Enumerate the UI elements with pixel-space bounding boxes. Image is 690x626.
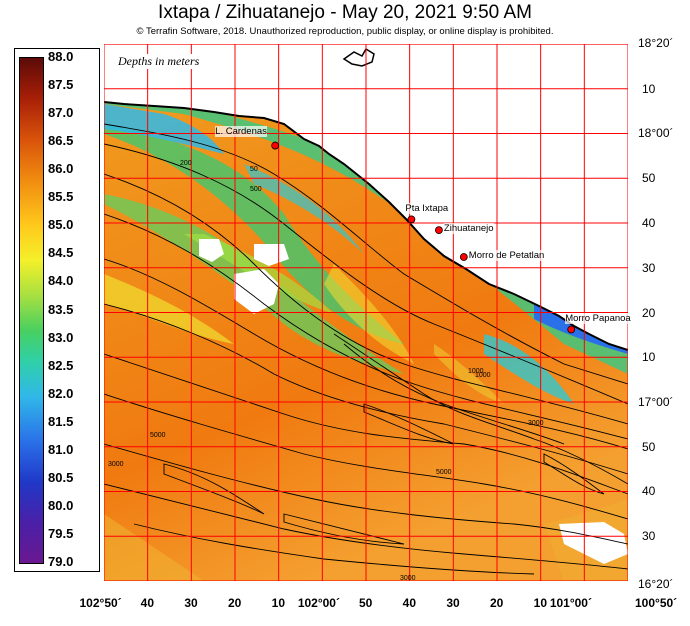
cloud-mask bbox=[199, 239, 224, 262]
place-label: Zihuatanejo bbox=[443, 223, 494, 235]
legend-value: 79.0 bbox=[48, 554, 74, 569]
place-label: L. Cardenas bbox=[215, 125, 267, 137]
legend-value: 81.0 bbox=[48, 441, 74, 457]
place-label: Morro de Petatlan bbox=[468, 250, 545, 261]
contour-depth-label: 1000 bbox=[468, 368, 484, 375]
longitude-label: 20 bbox=[228, 596, 242, 610]
legend-value: 88.0 bbox=[48, 49, 74, 64]
coastline bbox=[104, 101, 628, 351]
copyright-notice: © Terrafin Software, 2018. Unauthorized … bbox=[136, 26, 554, 37]
legend-value: 87.5 bbox=[48, 77, 74, 93]
warm-patch bbox=[104, 274, 234, 344]
cloud-mask bbox=[254, 244, 289, 266]
contour-depth-label: 5000 bbox=[150, 432, 166, 439]
latitude-label: 18°20´ bbox=[638, 36, 674, 50]
place-markers bbox=[271, 141, 576, 334]
contour-depth-label: 3000 bbox=[400, 575, 416, 582]
longitude-label: 102°50´ bbox=[79, 596, 122, 610]
warm-patch bbox=[104, 514, 204, 581]
cool-patch bbox=[244, 164, 364, 254]
longitude-label: 40 bbox=[140, 596, 154, 610]
legend-value: 83.5 bbox=[48, 301, 74, 317]
legend-value: 85.5 bbox=[48, 189, 74, 205]
latitude-label: 17°00´ bbox=[638, 394, 674, 409]
warm-patch bbox=[434, 344, 504, 404]
legend-value: 84.0 bbox=[48, 273, 74, 289]
longitude-label: 30 bbox=[184, 596, 198, 610]
contour-depth-label: 200 bbox=[180, 160, 192, 167]
latitude-label: 50 bbox=[642, 439, 656, 454]
place-label: Morro Papanoa bbox=[565, 313, 631, 325]
latitude-label: 10 bbox=[642, 350, 656, 365]
cloud-mask bbox=[559, 522, 628, 564]
longitude-label: 10 bbox=[271, 596, 285, 610]
legend-value: 80.5 bbox=[48, 469, 74, 485]
place-marker[interactable] bbox=[407, 215, 416, 224]
latitude-label: 30 bbox=[642, 529, 656, 544]
legend-value: 82.5 bbox=[48, 357, 74, 373]
legend-value: 86.5 bbox=[48, 133, 74, 149]
contour-depth-label: 1000 bbox=[475, 372, 491, 379]
legend-value: 86.0 bbox=[48, 161, 74, 177]
lat-lon-grid bbox=[104, 44, 628, 581]
latitude-label: 16°20´ bbox=[638, 577, 674, 591]
latitude-label: 18°00´ bbox=[638, 126, 674, 141]
longitude-label: 100°50´ bbox=[635, 596, 678, 610]
legend-value: 79.5 bbox=[48, 525, 74, 541]
place-marker[interactable] bbox=[435, 226, 443, 235]
longitude-label: 30 bbox=[446, 596, 460, 610]
latitude-label: 30 bbox=[642, 260, 656, 275]
longitude-label: 102°00´ bbox=[297, 596, 340, 610]
map-title: Ixtapa / Zihuatanejo - May 20, 2021 9:50… bbox=[158, 2, 532, 23]
contour-depth-label: 3000 bbox=[108, 461, 124, 468]
cool-water-band bbox=[104, 99, 628, 374]
latitude-label: 40 bbox=[642, 484, 656, 499]
latitude-label: 10 bbox=[642, 81, 656, 96]
legend-value: 84.5 bbox=[48, 245, 74, 261]
contour-depth-label: 500 bbox=[250, 186, 262, 193]
warm-patch bbox=[324, 264, 414, 364]
depth-note: Depths in meters bbox=[116, 54, 202, 69]
latitude-label: 40 bbox=[642, 215, 656, 230]
legend-value: 87.0 bbox=[48, 105, 74, 121]
contour-depth-label: 3000 bbox=[528, 420, 544, 427]
legend-value: 80.0 bbox=[48, 497, 74, 513]
longitude-label: 20 bbox=[490, 596, 504, 610]
sst-map-canvas[interactable] bbox=[104, 44, 628, 581]
legend-value: 83.0 bbox=[48, 329, 74, 345]
cloud-mask bbox=[234, 269, 279, 314]
legend-color-bar bbox=[19, 57, 44, 564]
longitude-label: 50 bbox=[359, 596, 373, 610]
temperature-legend: 88.0 87.5 87.0 86.5 86.0 85.5 85.0 84.5 84.0 83.5… bbox=[14, 48, 100, 572]
legend-value: 82.0 bbox=[48, 385, 74, 401]
longitude-label: 101°00´ bbox=[549, 596, 592, 610]
contour-depth-label: 50 bbox=[250, 166, 258, 173]
latitude-label: 50 bbox=[642, 171, 656, 186]
sst-map[interactable] bbox=[104, 44, 628, 581]
place-marker[interactable] bbox=[459, 253, 468, 261]
place-label: Pta Ixtapa bbox=[405, 203, 449, 215]
cool-patch bbox=[484, 334, 574, 404]
latitude-label: 20 bbox=[642, 305, 656, 320]
depth-contours bbox=[104, 123, 628, 575]
contour-depth-label: 5000 bbox=[436, 469, 452, 476]
place-marker[interactable] bbox=[271, 141, 280, 150]
longitude-label: 40 bbox=[402, 596, 416, 610]
longitude-label: 10 bbox=[533, 596, 547, 610]
legend-value: 81.5 bbox=[48, 413, 74, 429]
legend-value: 85.0 bbox=[48, 217, 74, 233]
place-marker[interactable] bbox=[567, 325, 576, 334]
